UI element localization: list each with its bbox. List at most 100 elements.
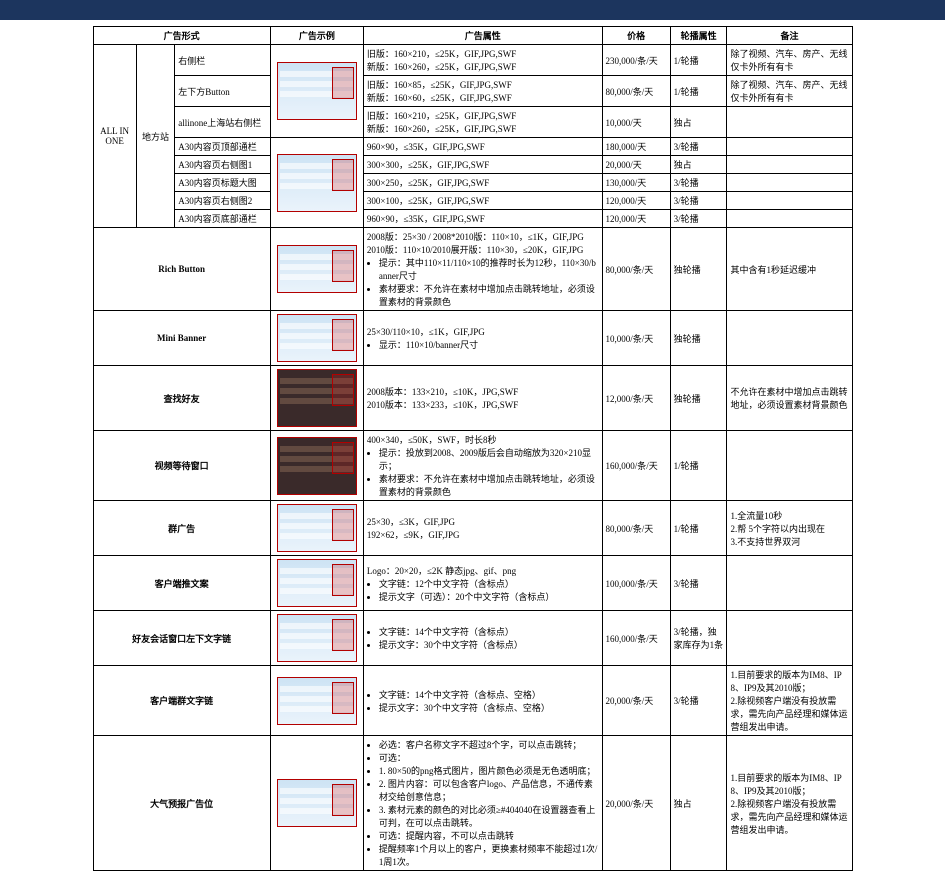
table-row: 视频等待窗口 400×340，≤50K，SWF，时长8秒提示：投放到2008、2…	[93, 431, 852, 501]
price-cell: 160,000/条/天	[602, 431, 670, 501]
rot-cell: 独轮播	[670, 311, 727, 366]
attr-cell: 必选：客户名称文字不超过8个字，可以点击跳转；可选：1. 80×50的png格式…	[363, 736, 602, 871]
table-row: 客户端推文案 Logo：20×20，≤2K 静态jpg、gif、png文字链：1…	[93, 556, 852, 611]
fmt-pos: A30内容页右侧图1	[175, 156, 270, 174]
fmt-sub: 地方站	[136, 45, 175, 228]
fmt-name: 客户端推文案	[93, 556, 270, 611]
fmt-pos: allinone上海站右侧栏	[175, 107, 270, 138]
note-cell	[727, 431, 852, 501]
rot-cell: 1/轮播	[670, 501, 727, 556]
rot-cell: 独占	[670, 156, 727, 174]
fmt-pos: A30内容页右侧图2	[175, 192, 270, 210]
price-cell: 180,000/天	[602, 138, 670, 156]
price-cell: 20,000/天	[602, 156, 670, 174]
note-cell	[727, 311, 852, 366]
note-cell	[727, 556, 852, 611]
note-cell	[727, 611, 852, 666]
note-cell: 不允许在素材中增加点击跳转地址，必须设置素材背景颜色	[727, 366, 852, 431]
fmt-name: 大气预报广告位	[93, 736, 270, 871]
note-cell: 除了视频、汽车、房产、无线仅卡外所有有卡	[727, 76, 852, 107]
price-cell: 120,000/天	[602, 192, 670, 210]
table-row: A30内容页标题大图 300×250，≤25K，GIF,JPG,SWF 130,…	[93, 174, 852, 192]
sample-thumb	[277, 437, 357, 495]
sample-cell	[270, 311, 363, 366]
attr-cell: 2008版本：133×210，≤10K，JPG,SWF2010版本：133×23…	[363, 366, 602, 431]
fmt-name: 视频等待窗口	[93, 431, 270, 501]
price-cell: 120,000/天	[602, 210, 670, 228]
note-cell	[727, 156, 852, 174]
fmt-name: 客户端群文字链	[93, 666, 270, 736]
table-row: A30内容页右侧图2 300×100，≤25K，GIF,JPG,SWF 120,…	[93, 192, 852, 210]
price-cell: 80,000/条/天	[602, 501, 670, 556]
price-cell: 10,000/天	[602, 107, 670, 138]
fmt-root: ALL IN ONE	[93, 45, 136, 228]
col-attr: 广告属性	[363, 27, 602, 45]
table-row: Rich Button 2008版：25×30 / 2008*2010版：110…	[93, 228, 852, 311]
sample-thumb	[277, 504, 357, 552]
table-row: 群广告 25×30，≤3K，GIF,JPG192×62，≤9K，GIF,JPG …	[93, 501, 852, 556]
col-rotation: 轮播属性	[670, 27, 727, 45]
rot-cell: 1/轮播	[670, 431, 727, 501]
table-row: allinone上海站右侧栏 旧版：160×210，≤25K，GIF,JPG,S…	[93, 107, 852, 138]
note-cell	[727, 192, 852, 210]
sample-cell	[270, 228, 363, 311]
sample-cell	[270, 431, 363, 501]
col-sample: 广告示例	[270, 27, 363, 45]
sample-thumb	[277, 369, 357, 427]
rot-cell: 3/轮播	[670, 192, 727, 210]
table-header-row: 广告形式 广告示例 广告属性 价格 轮播属性 备注	[93, 27, 852, 45]
fmt-name: 查找好友	[93, 366, 270, 431]
rot-cell: 独轮播	[670, 228, 727, 311]
price-cell: 10,000/条/天	[602, 311, 670, 366]
rot-cell: 3/轮播	[670, 556, 727, 611]
fmt-pos: 右侧栏	[175, 45, 270, 76]
sample-thumb	[277, 779, 357, 827]
table-row: Mini Banner 25×30/110×10，≤1K，GIF,JPG显示：1…	[93, 311, 852, 366]
sample-cell	[270, 366, 363, 431]
note-cell	[727, 210, 852, 228]
price-cell: 12,000/条/天	[602, 366, 670, 431]
attr-cell: 300×100，≤25K，GIF,JPG,SWF	[363, 192, 602, 210]
sample-thumb	[277, 154, 357, 212]
price-cell: 80,000/条/天	[602, 76, 670, 107]
attr-cell: 旧版：160×210，≤25K，GIF,JPG,SWF新版：160×260，≤2…	[363, 45, 602, 76]
rot-cell: 独占	[670, 107, 727, 138]
col-note: 备注	[727, 27, 852, 45]
fmt-pos: A30内容页顶部通栏	[175, 138, 270, 156]
attr-cell: 300×300，≤25K，GIF,JPG,SWF	[363, 156, 602, 174]
note-cell	[727, 174, 852, 192]
table-row: 客户端群文字链 文字链：14个中文字符（含标点、空格）提示文字：30个中文字符（…	[93, 666, 852, 736]
attr-cell: 400×340，≤50K，SWF，时长8秒提示：投放到2008、2009版后会自…	[363, 431, 602, 501]
attr-cell: 2008版：25×30 / 2008*2010版：110×10，≤1K，GIF,…	[363, 228, 602, 311]
attr-cell: 25×30，≤3K，GIF,JPG192×62，≤9K，GIF,JPG	[363, 501, 602, 556]
fmt-name: Rich Button	[93, 228, 270, 311]
sample-thumb	[277, 614, 357, 662]
note-cell: 除了视频、汽车、房产、无线仅卡外所有有卡	[727, 45, 852, 76]
rot-cell: 独占	[670, 736, 727, 871]
attr-cell: 文字链：14个中文字符（含标点）提示文字：30个中文字符（含标点）	[363, 611, 602, 666]
price-cell: 100,000/条/天	[602, 556, 670, 611]
attr-cell: 文字链：14个中文字符（含标点、空格）提示文字：30个中文字符（含标点、空格）	[363, 666, 602, 736]
sample-cell	[270, 736, 363, 871]
rot-cell: 3/轮播	[670, 138, 727, 156]
sample-cell	[270, 501, 363, 556]
pricing-table: 广告形式 广告示例 广告属性 价格 轮播属性 备注 ALL IN ONE地方站 …	[93, 26, 853, 871]
price-cell: 130,000/天	[602, 174, 670, 192]
rot-cell: 1/轮播	[670, 76, 727, 107]
table-row: ALL IN ONE地方站 右侧栏 旧版：160×210，≤25K，GIF,JP…	[93, 45, 852, 76]
sample-cell	[270, 556, 363, 611]
note-cell: 1.目前要求的版本为IM8、IP8、IP9及其2010版；2.除视频客户端没有投…	[727, 666, 852, 736]
attr-cell: 300×250，≤25K，GIF,JPG,SWF	[363, 174, 602, 192]
attr-cell: 25×30/110×10，≤1K，GIF,JPG显示：110×10/banner…	[363, 311, 602, 366]
fmt-pos: 左下方Button	[175, 76, 270, 107]
sample-thumb	[277, 314, 357, 362]
table-row: 查找好友 2008版本：133×210，≤10K，JPG,SWF2010版本：1…	[93, 366, 852, 431]
rot-cell: 3/轮播，独家库存为1条	[670, 611, 727, 666]
price-cell: 20,000/条/天	[602, 736, 670, 871]
table-row: A30内容页底部通栏 960×90，≤35K，GIF,JPG,SWF 120,0…	[93, 210, 852, 228]
table-row: A30内容页顶部通栏 960×90，≤35K，GIF,JPG,SWF 180,0…	[93, 138, 852, 156]
price-cell: 230,000/条/天	[602, 45, 670, 76]
fmt-name: 好友会话窗口左下文字链	[93, 611, 270, 666]
sample-thumb	[277, 245, 357, 293]
attr-cell: 旧版：160×85，≤25K，GIF,JPG,SWF新版：160×60，≤25K…	[363, 76, 602, 107]
